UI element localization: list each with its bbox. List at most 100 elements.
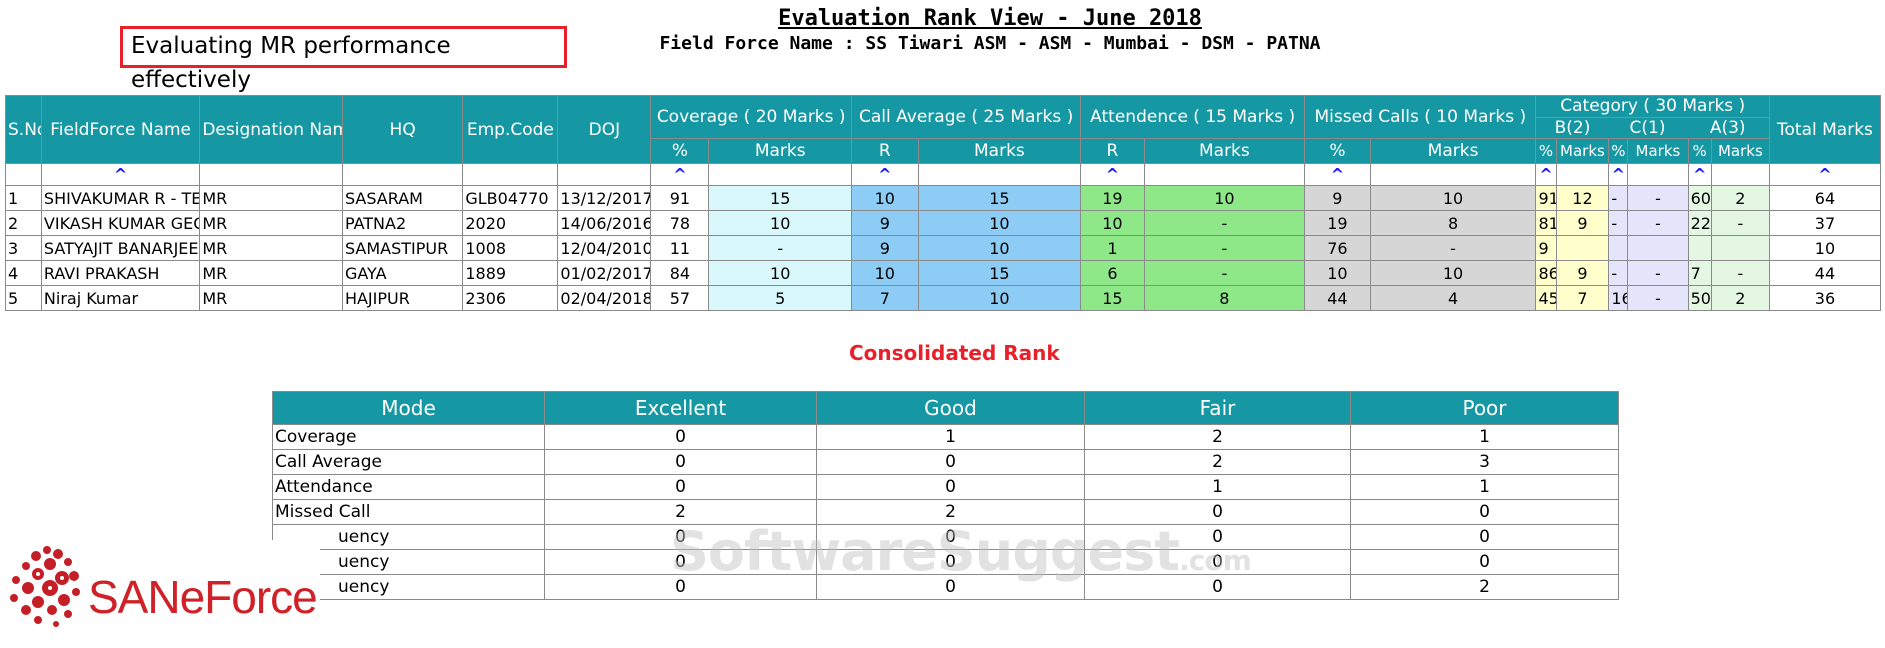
header-missed-calls: Missed Calls ( 10 Marks ): [1304, 95, 1537, 139]
sort-name-caret[interactable]: ^: [40, 163, 201, 186]
cell-hq: SAMASTIPUR: [341, 235, 464, 261]
subheader-attendance-marks: Marks: [1143, 138, 1306, 164]
header-sno[interactable]: S.No: [5, 95, 42, 164]
subheader-c-pct: %: [1608, 138, 1629, 164]
cell-a-pct: 22: [1687, 210, 1712, 236]
cell-a-marks: -: [1710, 260, 1770, 286]
page-title: Evaluation Rank View - June 2018: [778, 6, 1202, 31]
cell-emp-code: 1889: [462, 260, 559, 286]
rank-fair: 2: [1084, 449, 1351, 475]
sort-attendance-caret[interactable]: ^: [1080, 163, 1145, 186]
header-attendance: Attendence ( 15 Marks ): [1080, 95, 1306, 139]
cell-coverage-pct: 57: [650, 285, 710, 311]
cell-call-r: 9: [851, 210, 919, 236]
cell-doj: 14/06/2016: [557, 210, 652, 236]
sort-coverage-caret[interactable]: ^: [650, 163, 710, 186]
cell-name: Niraj Kumar: [40, 285, 201, 311]
subheader-coverage-pct: %: [650, 138, 710, 164]
cell-attendance-marks: -: [1143, 260, 1306, 286]
cell-c-pct: [1608, 235, 1629, 261]
sort-b-caret[interactable]: ^: [1535, 163, 1557, 186]
rank-header-poor: Poor: [1350, 391, 1619, 425]
cell-doj: 02/04/2018: [557, 285, 652, 311]
table-row: 1 SHIVAKUMAR R - TE MR SASARAM GLB04770 …: [5, 185, 1882, 211]
rank-fair: 2: [1084, 424, 1351, 450]
subheader-coverage-marks: Marks: [708, 138, 853, 164]
cell-b-marks: [1555, 235, 1610, 261]
cell-attendance-r: 10: [1080, 210, 1145, 236]
cell-call-marks: 10: [917, 210, 1082, 236]
rank-poor: 0: [1350, 499, 1619, 525]
header-doj[interactable]: DOJ: [557, 95, 652, 164]
cell-b-marks: 9: [1555, 210, 1610, 236]
rank-row: Call Average 0 0 2 3: [272, 449, 1619, 475]
cell-c-pct: -: [1608, 260, 1629, 286]
watermark-suffix: .com: [1179, 544, 1252, 577]
cell-sno: 5: [5, 285, 42, 311]
sort-c-caret[interactable]: ^: [1608, 163, 1629, 186]
sort-total-caret[interactable]: ^: [1768, 163, 1882, 186]
rank-excellent: 0: [544, 524, 817, 550]
cell-call-r: 9: [851, 235, 919, 261]
cell-hq: GAYA: [341, 260, 464, 286]
rank-poor: 2: [1350, 574, 1619, 600]
cell-attendance-marks: 10: [1143, 185, 1306, 211]
cell-missed-marks: 8: [1369, 210, 1537, 236]
evaluation-table: S.No FieldForce Name Designation Name HQ…: [5, 95, 1882, 311]
header-category-b: B(2): [1554, 118, 1591, 138]
header-category: Category ( 30 Marks ) B(2) C(1) A(3): [1535, 95, 1770, 139]
cell-a-marks: [1710, 235, 1770, 261]
header-hq[interactable]: HQ: [341, 95, 464, 164]
logo-mark-icon: [10, 546, 80, 627]
cell-a-pct: 7: [1687, 260, 1712, 286]
cell-coverage-pct: 84: [650, 260, 710, 286]
sort-a-caret[interactable]: ^: [1687, 163, 1712, 186]
cell-attendance-r: 6: [1080, 260, 1145, 286]
cell-designation: MR: [199, 260, 343, 286]
cell-c-marks: [1627, 235, 1689, 261]
rank-fair: 0: [1084, 574, 1351, 600]
cell-attendance-marks: -: [1143, 235, 1306, 261]
cell-attendance-marks: -: [1143, 210, 1306, 236]
subheader-a-pct: %: [1687, 138, 1712, 164]
sort-missed-caret[interactable]: ^: [1304, 163, 1371, 186]
cell-attendance-r: 1: [1080, 235, 1145, 261]
cell-c-marks: -: [1627, 260, 1689, 286]
rank-excellent: 0: [544, 449, 817, 475]
rank-header-good: Good: [816, 391, 1085, 425]
cell-missed-marks: -: [1369, 235, 1537, 261]
cell-sno: 2: [5, 210, 42, 236]
subheader-call-marks: Marks: [917, 138, 1082, 164]
cell-attendance-r: 15: [1080, 285, 1145, 311]
rank-good: 0: [816, 474, 1085, 500]
cell-emp-code: 1008: [462, 235, 559, 261]
cell-b-pct: 91: [1535, 185, 1557, 211]
cell-sno: 1: [5, 185, 42, 211]
rank-good: 0: [816, 449, 1085, 475]
cell-hq: SASARAM: [341, 185, 464, 211]
cell-sno: 3: [5, 235, 42, 261]
cell-name: VIKASH KUMAR GEO: [40, 210, 201, 236]
header-total-marks[interactable]: Total Marks: [1768, 95, 1882, 164]
header-designation[interactable]: Designation Name: [199, 95, 343, 164]
subheader-a-marks: Marks: [1710, 138, 1770, 164]
header-call-average: Call Average ( 25 Marks ): [851, 95, 1082, 139]
cell-c-marks: -: [1627, 285, 1689, 311]
cell-coverage-marks: -: [708, 235, 853, 261]
rank-poor: 1: [1350, 424, 1619, 450]
header-emp-code[interactable]: Emp.Code: [462, 95, 559, 164]
cell-name: SATYAJIT BANARJEE: [40, 235, 201, 261]
table-row: 4 RAVI PRAKASH MR GAYA 1889 01/02/2017 8…: [5, 260, 1882, 286]
page-subtitle: Field Force Name : SS Tiwari ASM - ASM -…: [659, 33, 1321, 54]
sort-call-caret[interactable]: ^: [851, 163, 919, 186]
cell-total: 64: [1768, 185, 1882, 211]
cell-call-r: 10: [851, 260, 919, 286]
consolidated-rank-title: Consolidated Rank: [849, 341, 1060, 365]
cell-missed-pct: 19: [1304, 210, 1371, 236]
subheader-missed-marks: Marks: [1369, 138, 1537, 164]
cell-designation: MR: [199, 235, 343, 261]
subheader-call-r: R: [851, 138, 919, 164]
cell-emp-code: 2020: [462, 210, 559, 236]
rank-fair: 1: [1084, 474, 1351, 500]
header-fieldforce-name[interactable]: FieldForce Name: [40, 95, 201, 164]
